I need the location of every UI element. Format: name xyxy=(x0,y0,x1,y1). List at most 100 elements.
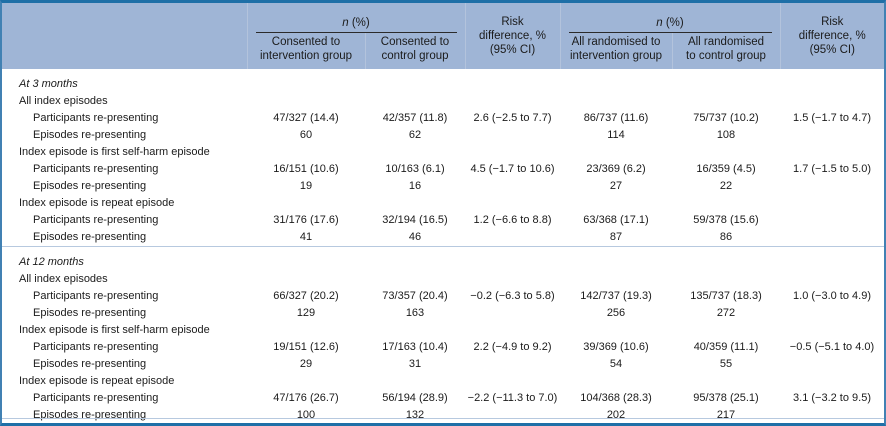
value-cell: 19/151 (12.6) xyxy=(273,341,339,353)
value-cell: 32/194 (16.5) xyxy=(382,214,448,226)
value-cell xyxy=(780,356,884,373)
value-cell xyxy=(780,212,884,229)
value-cell: 31/176 (17.6) xyxy=(273,214,339,226)
table-row: Participants re-presenting 19/151 (12.6) 1… xyxy=(2,339,884,356)
col-header-line: intervention group xyxy=(259,50,353,62)
value-cell: 16/359 (4.5) xyxy=(696,163,756,175)
value-cell: 29 xyxy=(299,358,313,370)
col-header-line: All randomised xyxy=(687,36,765,48)
value-cell xyxy=(780,229,884,247)
value-cell: 62 xyxy=(408,129,422,141)
section-row: At 3 months xyxy=(2,69,884,93)
value-cell: 59/378 (15.6) xyxy=(693,214,759,226)
table-row: Participants re-presenting 66/327 (20.2) 7… xyxy=(2,288,884,305)
table-body: At 3 months All index episodes Participant… xyxy=(2,69,884,423)
row-label: Participants re-presenting xyxy=(33,392,159,404)
table-row: Episodes re-presenting 41 46 87 86 xyxy=(2,229,884,247)
value-cell: 47/176 (26.7) xyxy=(273,392,339,404)
value-cell: 27 xyxy=(609,180,623,192)
section-title: At 12 months xyxy=(2,246,884,271)
n-pct-span-consented: n (%) xyxy=(246,3,465,33)
value-cell: 46 xyxy=(408,231,422,243)
group-row: Index episode is first self-harm episode xyxy=(2,322,884,339)
value-cell xyxy=(780,407,884,423)
risk-difference-header-consented: Risk difference, % (95% CI) xyxy=(464,3,560,69)
row-label: Episodes re-presenting xyxy=(33,409,147,421)
row-label: Participants re-presenting xyxy=(33,290,159,302)
col-header-line: intervention group xyxy=(569,50,663,62)
section-title: At 3 months xyxy=(19,78,78,90)
value-cell: 104/368 (28.3) xyxy=(580,392,652,404)
table-row: Episodes re-presenting 60 62 114 108 xyxy=(2,127,884,144)
value-cell: 163 xyxy=(405,307,425,319)
row-label: Episodes re-presenting xyxy=(33,307,147,319)
value-cell: 87 xyxy=(609,231,623,243)
row-label: Episodes re-presenting xyxy=(33,358,147,370)
group-title: All index episodes xyxy=(19,95,108,107)
value-cell: −2.2 (−11.3 to 7.0) xyxy=(467,392,558,404)
value-cell xyxy=(780,127,884,144)
risk-diff-line1: Risk xyxy=(501,16,524,28)
repetition-outcomes-table: n (%) Risk difference, % (95% CI) n (%) … xyxy=(2,3,884,423)
value-cell: 73/357 (20.4) xyxy=(382,290,448,302)
table-row: Episodes re-presenting 100 132 202 217 xyxy=(2,407,884,423)
value-cell: 256 xyxy=(606,307,626,319)
value-cell: 63/368 (17.1) xyxy=(583,214,649,226)
table-row: Participants re-presenting 47/176 (26.7) 5… xyxy=(2,390,884,407)
value-cell: 142/737 (19.3) xyxy=(580,290,652,302)
n-pct-span-randomised: n (%) xyxy=(559,3,780,33)
value-cell: 272 xyxy=(716,307,736,319)
group-row: Index episode is repeat episode xyxy=(2,195,884,212)
col-header-consented-intervention: Consented to intervention group xyxy=(246,33,365,69)
value-cell: 129 xyxy=(296,307,316,319)
n-symbol: n xyxy=(342,17,349,29)
risk-diff-line2: difference, % xyxy=(798,30,866,42)
value-cell: 3.1 (−3.2 to 9.5) xyxy=(793,392,871,404)
value-cell: 47/327 (14.4) xyxy=(273,112,339,124)
pct-symbol: (%) xyxy=(662,17,684,29)
value-cell: 41 xyxy=(299,231,313,243)
value-cell xyxy=(465,127,560,144)
col-header-line: to control group xyxy=(686,50,766,62)
risk-difference-header-randomised: Risk difference, % (95% CI) xyxy=(779,3,884,69)
col-header-randomised-control: All randomised to control group xyxy=(671,33,780,69)
group-title: Index episode is repeat episode xyxy=(19,197,175,209)
row-label: Participants re-presenting xyxy=(33,341,159,353)
value-cell: 217 xyxy=(716,409,736,421)
table-row: Episodes re-presenting 129 163 256 272 xyxy=(2,305,884,322)
value-cell xyxy=(780,178,884,195)
value-cell: 66/327 (20.2) xyxy=(273,290,339,302)
value-cell: 19 xyxy=(299,180,313,192)
group-row: Index episode is repeat episode xyxy=(2,373,884,390)
risk-diff-line3: (95% CI) xyxy=(489,44,536,56)
value-cell: 17/163 (10.4) xyxy=(382,341,448,353)
risk-diff-line3: (95% CI) xyxy=(809,44,855,56)
value-cell: 1.7 (−1.5 to 5.0) xyxy=(793,163,871,175)
value-cell: 1.2 (−6.6 to 8.8) xyxy=(473,214,552,226)
value-cell: 54 xyxy=(609,358,623,370)
table-row: Participants re-presenting 47/327 (14.4) 4… xyxy=(2,110,884,127)
value-cell: 2.6 (−2.5 to 7.7) xyxy=(473,112,552,124)
group-title: Index episode is repeat episode xyxy=(19,375,175,387)
value-cell: 60 xyxy=(299,129,313,141)
table-row: Episodes re-presenting 29 31 54 55 xyxy=(2,356,884,373)
pct-symbol: (%) xyxy=(348,17,370,29)
value-cell: −0.2 (−6.3 to 5.8) xyxy=(470,290,555,302)
table-header: n (%) Risk difference, % (95% CI) n (%) … xyxy=(2,3,884,69)
value-cell: 23/369 (6.2) xyxy=(586,163,646,175)
value-cell: 10/163 (6.1) xyxy=(385,163,445,175)
col-header-line: Consented to xyxy=(271,36,341,48)
row-label: Participants re-presenting xyxy=(33,163,159,175)
value-cell: 86/737 (11.6) xyxy=(583,112,649,124)
value-cell: 75/737 (10.2) xyxy=(693,112,759,124)
value-cell: 86 xyxy=(719,231,733,243)
value-cell: −0.5 (−5.1 to 4.0) xyxy=(789,341,875,353)
value-cell: 202 xyxy=(606,409,626,421)
row-label: Episodes re-presenting xyxy=(33,231,147,243)
value-cell: 108 xyxy=(716,129,736,141)
value-cell: 4.5 (−1.7 to 10.6) xyxy=(470,163,555,175)
section-row: At 12 months xyxy=(2,246,884,271)
value-cell xyxy=(465,229,560,247)
value-cell: 95/378 (25.1) xyxy=(693,392,759,404)
